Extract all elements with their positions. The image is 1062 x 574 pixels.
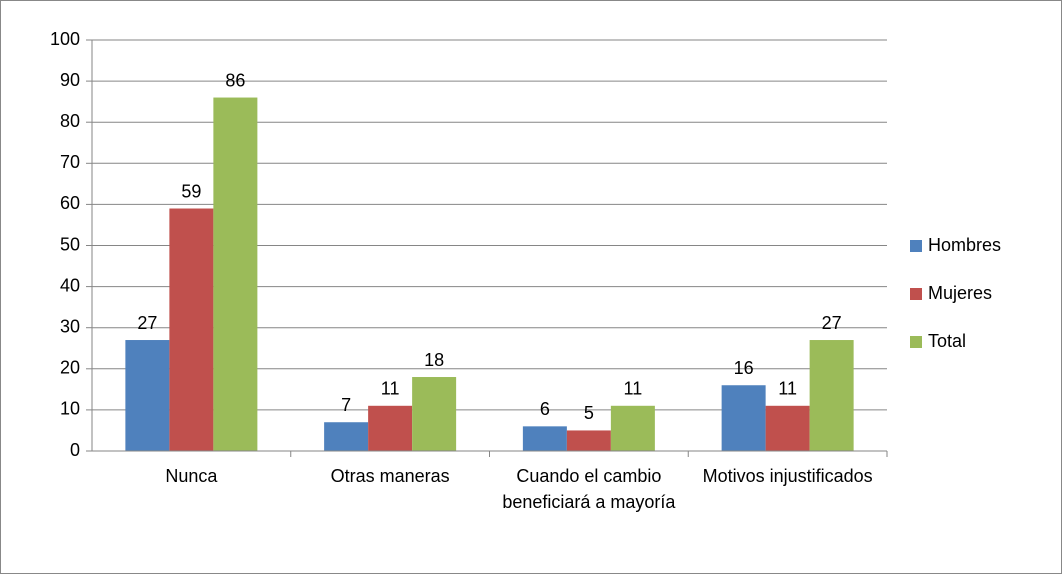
legend-label: Total — [928, 331, 966, 351]
y-tick-label: 60 — [60, 193, 80, 213]
y-tick-label: 20 — [60, 358, 80, 378]
bar — [324, 422, 369, 451]
legend-swatch — [910, 240, 922, 252]
bar — [809, 340, 854, 451]
data-label: 27 — [822, 313, 842, 333]
data-label: 6 — [540, 399, 550, 419]
data-label: 86 — [225, 70, 245, 90]
data-label: 16 — [734, 358, 754, 378]
bar — [368, 405, 413, 451]
data-label: 7 — [341, 395, 351, 415]
bar — [721, 385, 766, 451]
legend-swatch — [910, 288, 922, 300]
bar — [566, 430, 611, 451]
legend-label: Hombres — [928, 235, 1001, 255]
data-label: 11 — [381, 379, 400, 399]
y-tick-label: 30 — [60, 316, 80, 336]
y-tick-label: 10 — [60, 399, 80, 419]
x-tick-label: Nunca — [165, 466, 218, 486]
y-tick-label: 90 — [60, 70, 80, 90]
data-label: 5 — [584, 403, 594, 423]
bar — [169, 208, 214, 451]
y-tick-label: 70 — [60, 152, 80, 172]
y-tick-label: 0 — [70, 440, 80, 460]
data-label: 11 — [778, 379, 797, 399]
y-tick-label: 100 — [50, 29, 80, 49]
x-tick-label: Otras maneras — [330, 466, 450, 486]
x-tick-label: Motivos injustificados — [702, 466, 873, 486]
data-label: 18 — [424, 350, 444, 370]
bar — [522, 426, 567, 451]
legend-swatch — [910, 336, 922, 348]
bar — [213, 97, 258, 451]
bar — [125, 340, 170, 451]
bar — [412, 377, 457, 451]
x-tick-label: Cuando el cambio beneficiará a mayoría — [502, 466, 676, 512]
y-tick-label: 50 — [60, 234, 80, 254]
data-label: 27 — [137, 313, 157, 333]
data-label: 11 — [624, 379, 643, 399]
bar — [765, 405, 810, 451]
y-tick-label: 40 — [60, 275, 80, 295]
bar — [610, 405, 655, 451]
data-label: 59 — [181, 181, 201, 201]
legend-label: Mujeres — [928, 283, 992, 303]
y-tick-label: 80 — [60, 111, 80, 131]
